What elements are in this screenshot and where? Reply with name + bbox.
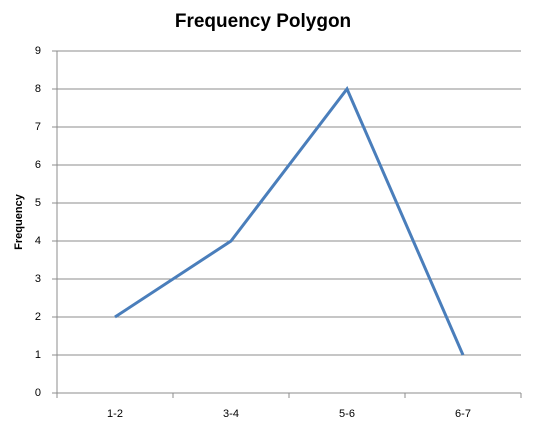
y-tick-label: 6	[35, 159, 41, 171]
y-tick-label: 7	[35, 121, 41, 133]
x-tick-label: 6-7	[455, 408, 471, 420]
y-tick-label: 4	[35, 235, 41, 247]
chart-title: Frequency Polygon	[175, 11, 351, 32]
x-tick-label: 3-4	[223, 408, 239, 420]
y-tick-label: 8	[35, 83, 41, 95]
y-tick-label: 2	[35, 311, 41, 323]
x-tick-label: 5-6	[339, 408, 355, 420]
data-line	[114, 86, 465, 356]
y-tick-label: 9	[35, 45, 41, 57]
y-tick-label: 0	[35, 387, 41, 399]
y-tick-label: 3	[35, 273, 41, 285]
y-tick-label: 5	[35, 197, 41, 209]
y-tick-label: 1	[35, 349, 41, 361]
x-tick-label: 1-2	[107, 408, 123, 420]
y-axis-label: Frequency	[13, 193, 25, 250]
